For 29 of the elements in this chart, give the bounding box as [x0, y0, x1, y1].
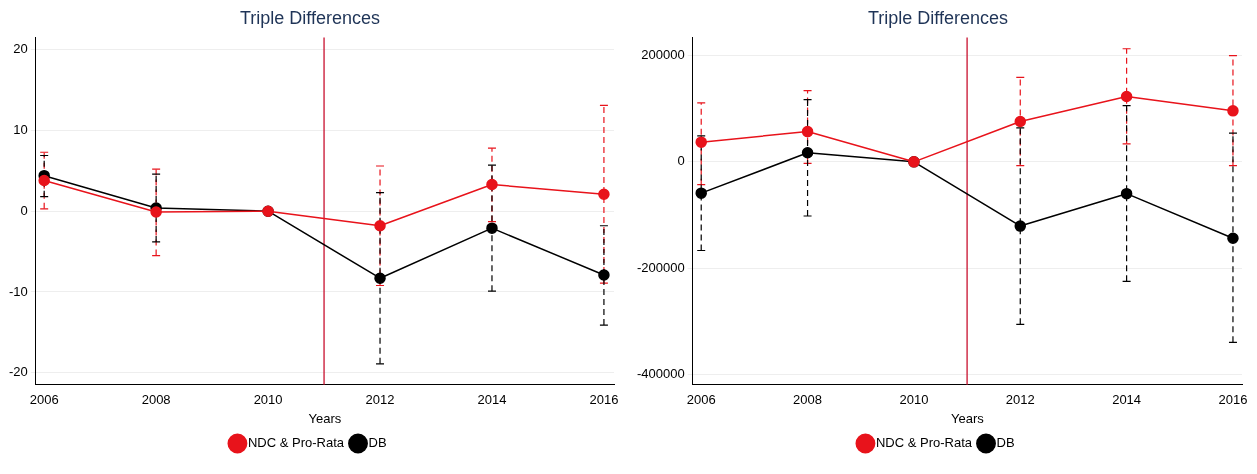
- y-tick-label: 0: [677, 153, 685, 169]
- y-tick-label: -200000: [636, 259, 685, 275]
- x-tick-label: 2008: [793, 392, 823, 408]
- x-axis-title: Years: [950, 410, 985, 426]
- x-tick-label: 2014: [1112, 392, 1142, 408]
- legend-label: NDC & Pro-Rata: [875, 435, 973, 451]
- x-tick-label: 2010: [253, 392, 283, 408]
- y-tick-label: 200000: [641, 47, 685, 63]
- y-tick-label: 0: [20, 202, 28, 218]
- chart-title: Triple Differences: [867, 7, 1009, 28]
- x-tick-label: 2016: [589, 392, 619, 408]
- legend-label: DB: [996, 435, 1015, 451]
- x-tick-label: 2010: [899, 392, 929, 408]
- x-tick-label: 2016: [1218, 392, 1248, 408]
- x-axis-title: Years: [308, 410, 342, 426]
- y-tick-label: -20: [8, 364, 28, 380]
- x-tick-label: 2006: [686, 392, 716, 408]
- x-tick-label: 2014: [477, 392, 507, 408]
- y-tick-label: 20: [13, 41, 28, 57]
- legend-label: NDC & Pro-Rata: [247, 435, 345, 451]
- chart-title: Triple Differences: [239, 7, 381, 28]
- x-tick-label: 2012: [1005, 392, 1035, 408]
- x-tick-label: 2006: [29, 392, 59, 408]
- legend-label: DB: [368, 435, 387, 451]
- x-tick-label: 2008: [141, 392, 171, 408]
- y-tick-label: -10: [8, 283, 28, 299]
- y-tick-label: 10: [13, 122, 28, 138]
- y-tick-label: -400000: [636, 365, 685, 381]
- x-tick-label: 2012: [365, 392, 395, 408]
